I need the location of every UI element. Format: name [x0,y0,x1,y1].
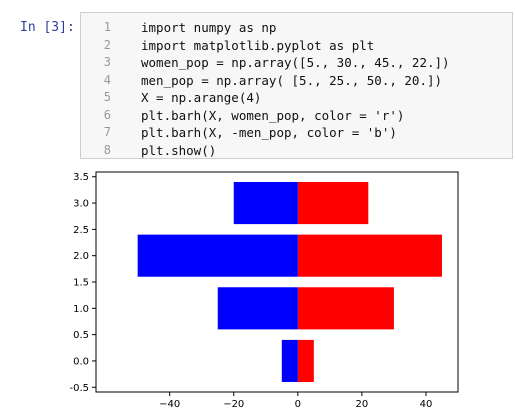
cell-prompt: In [3]: [20,20,75,35]
bar [137,234,298,277]
line-number: 3 [103,55,111,69]
x-tick-label: 0 [295,399,301,410]
bar [217,287,298,330]
line-number: 7 [103,125,111,139]
y-tick-label: 3.5 [73,172,89,183]
y-tick-label: 3.0 [73,199,89,210]
line-number: 6 [103,107,111,122]
code-line: plt.barh(X, women_pop, color = 'r') [141,107,405,123]
y-tick-label: -0.5 [69,383,89,394]
x-tick-label: −40 [159,399,180,410]
line-number: 2 [103,37,111,52]
code-cell[interactable]: 1 import numpy as np 2 import matplotlib.py… [80,12,513,159]
line-number: 8 [103,142,111,157]
y-tick-label: 1.5 [73,278,89,289]
y-tick-label: 0.0 [73,356,89,367]
bar [297,182,369,225]
line-number: 4 [103,72,111,87]
code-line: plt.barh(X, -men_pop, color = 'b') [141,125,397,140]
x-tick-label: −20 [223,399,244,410]
code-line: import numpy as np [141,20,277,35]
code-line: men_pop = np.array( [5., 25., 50., 20.]) [141,72,443,88]
code-line: plt.show() [141,142,217,158]
y-tick-label: 2.0 [73,251,89,262]
x-tick-label: 40 [420,399,433,410]
code-line: import matplotlib.pyplot as plt [141,37,375,53]
code-line: X = np.arange(4) [141,90,262,105]
y-tick-label: 0.5 [73,330,89,341]
bar [297,287,394,330]
line-number: 1 [103,20,111,34]
bar [233,182,298,225]
x-tick-label: 20 [356,399,369,410]
bar [281,339,298,382]
y-tick-label: 2.5 [73,225,89,236]
line-number: 5 [103,90,111,104]
y-tick-label: 1.0 [73,304,89,315]
code-line: women_pop = np.array([5., 30., 45., 22.]… [141,55,450,70]
bar [297,339,314,382]
bar [297,234,442,277]
